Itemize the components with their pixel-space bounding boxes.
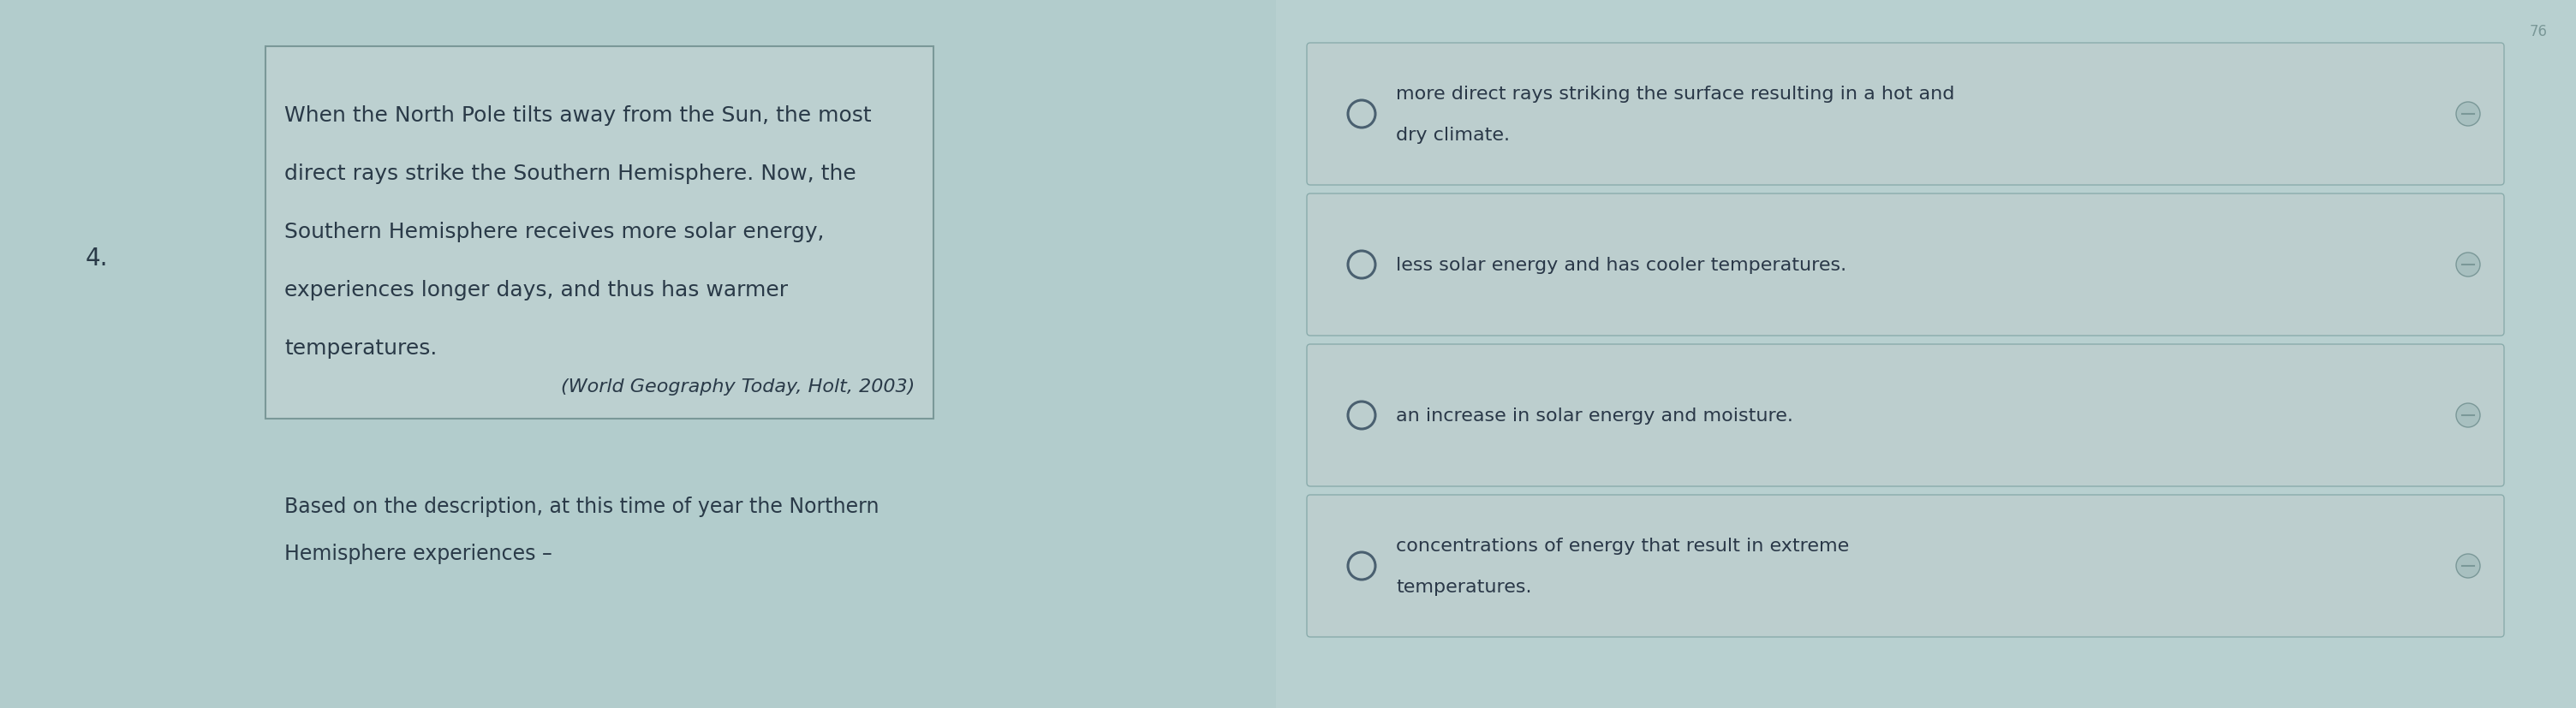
Text: dry climate.: dry climate. — [1396, 127, 1510, 144]
Circle shape — [2455, 554, 2481, 578]
Text: Southern Hemisphere receives more solar energy,: Southern Hemisphere receives more solar … — [283, 222, 824, 242]
Circle shape — [2455, 103, 2481, 127]
FancyBboxPatch shape — [0, 0, 1275, 708]
Text: temperatures.: temperatures. — [1396, 578, 1533, 595]
Text: temperatures.: temperatures. — [283, 338, 438, 358]
FancyBboxPatch shape — [1275, 0, 2576, 708]
Text: more direct rays striking the surface resulting in a hot and: more direct rays striking the surface re… — [1396, 86, 1955, 103]
Text: Hemisphere experiences –: Hemisphere experiences – — [283, 543, 551, 564]
FancyBboxPatch shape — [1306, 495, 2504, 637]
Text: less solar energy and has cooler temperatures.: less solar energy and has cooler tempera… — [1396, 256, 1847, 273]
Circle shape — [2455, 404, 2481, 428]
Text: (World Geography Today, Holt, 2003): (World Geography Today, Holt, 2003) — [562, 378, 914, 395]
Text: experiences longer days, and thus has warmer: experiences longer days, and thus has wa… — [283, 280, 788, 300]
FancyBboxPatch shape — [1306, 345, 2504, 486]
Text: 4.: 4. — [85, 246, 108, 270]
Text: an increase in solar energy and moisture.: an increase in solar energy and moisture… — [1396, 407, 1793, 424]
FancyBboxPatch shape — [1306, 44, 2504, 185]
FancyBboxPatch shape — [1306, 194, 2504, 336]
Text: direct rays strike the Southern Hemisphere. Now, the: direct rays strike the Southern Hemisphe… — [283, 164, 855, 184]
Text: concentrations of energy that result in extreme: concentrations of energy that result in … — [1396, 537, 1850, 554]
FancyBboxPatch shape — [265, 47, 933, 419]
Text: 76: 76 — [2530, 24, 2548, 40]
Text: When the North Pole tilts away from the Sun, the most: When the North Pole tilts away from the … — [283, 105, 871, 126]
Text: Based on the description, at this time of year the Northern: Based on the description, at this time o… — [283, 496, 878, 516]
Circle shape — [2455, 253, 2481, 277]
